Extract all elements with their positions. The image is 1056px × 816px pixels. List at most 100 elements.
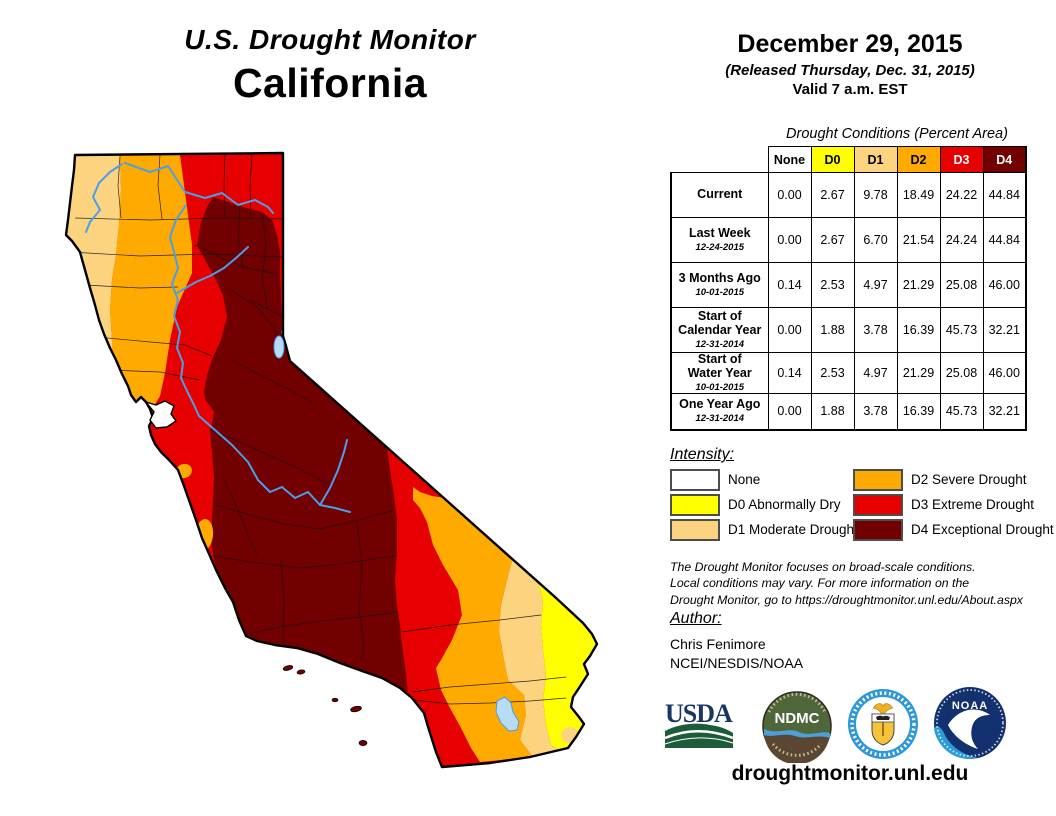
legend-label: D0 Abnormally Dry [728,497,841,512]
channel-islands [282,665,368,746]
legend-item: D0 Abnormally Dry [670,492,853,517]
table-title: Drought Conditions (Percent Area) [786,126,1008,142]
table-cell: 0.14 [767,352,812,394]
table-cell: 44.84 [982,217,1027,263]
california-outline [64,151,599,769]
disclaimer-line: The Drought Monitor focuses on broad-sca… [670,560,976,574]
table-cell: 4.97 [853,262,898,308]
table-cell: 32.21 [982,307,1027,353]
table-cell: 25.08 [939,352,984,394]
table-cell: 2.67 [810,172,855,218]
author-heading: Author: [670,610,722,627]
table-row-label: 3 Months Ago 10-01-2015 [670,262,769,308]
river-truckee [281,316,299,333]
legend-label: D2 Severe Drought [911,472,1027,487]
river-feather [176,246,249,294]
region-d0-southeast [537,578,597,752]
ndmc-logo-text: NDMC [775,710,820,727]
legend-label: D3 Extreme Drought [911,497,1035,512]
disclaimer-line: Drought Monitor, go to https://droughtmo… [670,592,1023,607]
site-url: droughtmonitor.unl.edu [731,762,969,785]
disclaimer-line: Local conditions may vary. For more info… [670,576,970,591]
legend-swatch [853,518,903,541]
legend-item: None [670,467,853,492]
legend-swatch [670,493,720,516]
region-d2-southeast [413,487,533,762]
map-date: December 29, 2015 [737,30,963,58]
author-name: Chris Fenimore [670,636,766,652]
table-cell: 18.49 [896,172,941,218]
table-corner [671,147,768,173]
table-cell: 21.29 [896,262,941,308]
legend-label: D4 Exceptional Drought [911,522,1054,537]
legend-swatch [853,468,903,491]
table-row-label: Start of Calendar Year 12-31-2014 [670,307,769,353]
table-cell: 16.39 [896,307,941,353]
river-klamath [85,163,123,233]
legend-item: D3 Extreme Drought [853,492,1036,517]
title-block: U.S. Drought Monitor California [130,24,530,107]
region-d4-central [197,197,408,692]
table-row-label: Last Week 12-24-2015 [670,217,769,263]
region-d3-delta-patch [172,393,214,438]
region-d2-north [110,155,192,406]
table-cell: 32.21 [982,392,1027,431]
table-row-label: Start of Water Year 10-01-2015 [670,352,769,394]
table-cell: 0.00 [767,217,812,263]
table-cell: 1.88 [810,307,855,353]
salton-sea [495,696,520,732]
table-cell: 16.39 [896,392,941,431]
table-col-header-d4: D4 [982,146,1027,173]
table-cell: 3.78 [853,392,898,431]
usda-logo-text: USDA [665,699,733,728]
table-cell: 44.84 [982,172,1027,218]
ndmc-logo: NDMC [762,691,832,763]
legend-label: D1 Moderate Drought [728,522,858,537]
table-cell: 2.53 [810,262,855,308]
table-cell: 45.73 [939,307,984,353]
table-cell: 1.88 [810,392,855,431]
county-boundaries [69,153,567,705]
california-drought-map [64,151,599,769]
river-pit [124,162,274,214]
legend-title: Intensity: [670,446,735,463]
table-cell: 45.73 [939,392,984,431]
river-san-joaquin-fork [319,439,348,506]
table-row-label: One Year Ago 12-31-2014 [670,392,769,431]
legend-swatch [670,468,720,491]
disclaimer: The Drought Monitor focuses on broad-sca… [670,559,1023,608]
table-row-label: Current [670,172,769,218]
table-cell: 3.78 [853,307,898,353]
noaa-logo-text: NOAA [952,700,988,712]
region-title: California [232,60,428,106]
legend-swatch [670,518,720,541]
table-cell: 0.00 [767,307,812,353]
legend-item: D4 Exceptional Drought [853,517,1054,542]
drought-conditions-table: None D0 D1 D2 D3 D4 Current 0.00 2.67 9.78 18.49 24… [670,146,1027,431]
table-cell: 24.24 [939,217,984,263]
lake-tahoe [273,335,285,359]
usda-logo: USDA [664,699,734,748]
legend-item: D2 Severe Drought [853,467,1036,492]
table-cell: 0.14 [767,262,812,308]
table-cell: 46.00 [982,262,1027,308]
table-cell: 21.54 [896,217,941,263]
legend: None D0 Abnormally Dry D1 Moderate Drought… [670,467,1054,542]
table-col-header-d1: D1 [853,146,898,173]
san-francisco-bay [144,400,177,429]
table-cell: 25.08 [939,262,984,308]
commerce-seal [848,689,918,759]
released-date: (Released Thursday, Dec. 31, 2015) [725,62,975,79]
table-cell: 9.78 [853,172,898,218]
river-sacramento [169,204,200,417]
table-cell: 2.53 [810,352,855,394]
date-panel: December 29, 2015 (Released Thursday, De… [655,30,1045,98]
region-d1-southeast [499,557,562,757]
noaa-logo: NOAA [934,687,1006,760]
table-cell: 2.67 [810,217,855,263]
rivers [85,162,351,513]
table-cell: 6.70 [853,217,898,263]
table-col-header-d2: D2 [896,146,941,173]
table-cell: 4.97 [853,352,898,394]
author-org: NCEI/NESDIS/NOAA [670,655,804,671]
